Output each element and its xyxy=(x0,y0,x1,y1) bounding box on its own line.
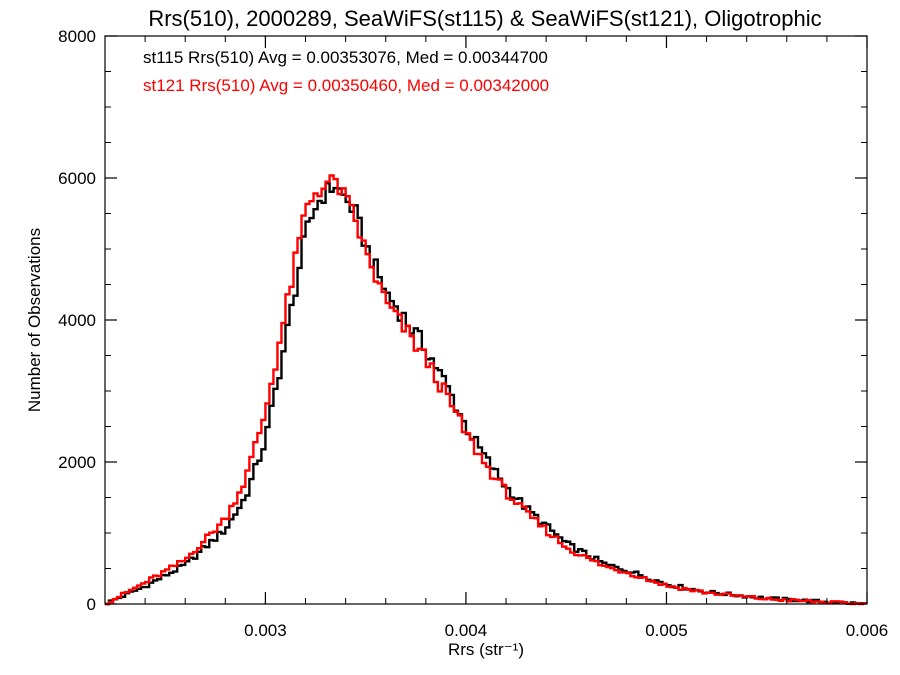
y-axis-label: Number of Observations xyxy=(25,228,44,412)
histogram-series-1 xyxy=(105,182,867,606)
y-tick-label: 0 xyxy=(87,595,96,614)
annotation-st115: st115 Rrs(510) Avg = 0.00353076, Med = 0… xyxy=(143,48,548,67)
x-tick-label: 0.005 xyxy=(645,621,688,640)
y-tick-label: 4000 xyxy=(58,311,96,330)
y-tick-label: 6000 xyxy=(58,169,96,188)
x-tick-label: 0.003 xyxy=(244,621,287,640)
annotation-st121: st121 Rrs(510) Avg = 0.00350460, Med = 0… xyxy=(143,76,549,95)
plot-frame xyxy=(104,35,868,605)
x-tick-label: 0.004 xyxy=(445,621,488,640)
y-tick-label: 8000 xyxy=(58,27,96,46)
x-axis: 0.003 0.004 0.005 0.006 xyxy=(104,36,889,640)
histogram-series-2 xyxy=(105,174,867,606)
x-tick-label: 0.006 xyxy=(846,621,889,640)
x-axis-label: Rrs (str⁻¹) xyxy=(448,640,524,659)
plot-lines xyxy=(105,174,867,606)
y-tick-label: 2000 xyxy=(58,453,96,472)
chart-title: Rrs(510), 2000289, SeaWiFS(st115) & SeaW… xyxy=(148,6,821,31)
y-axis: 0 2000 4000 6000 8000 xyxy=(58,27,867,614)
